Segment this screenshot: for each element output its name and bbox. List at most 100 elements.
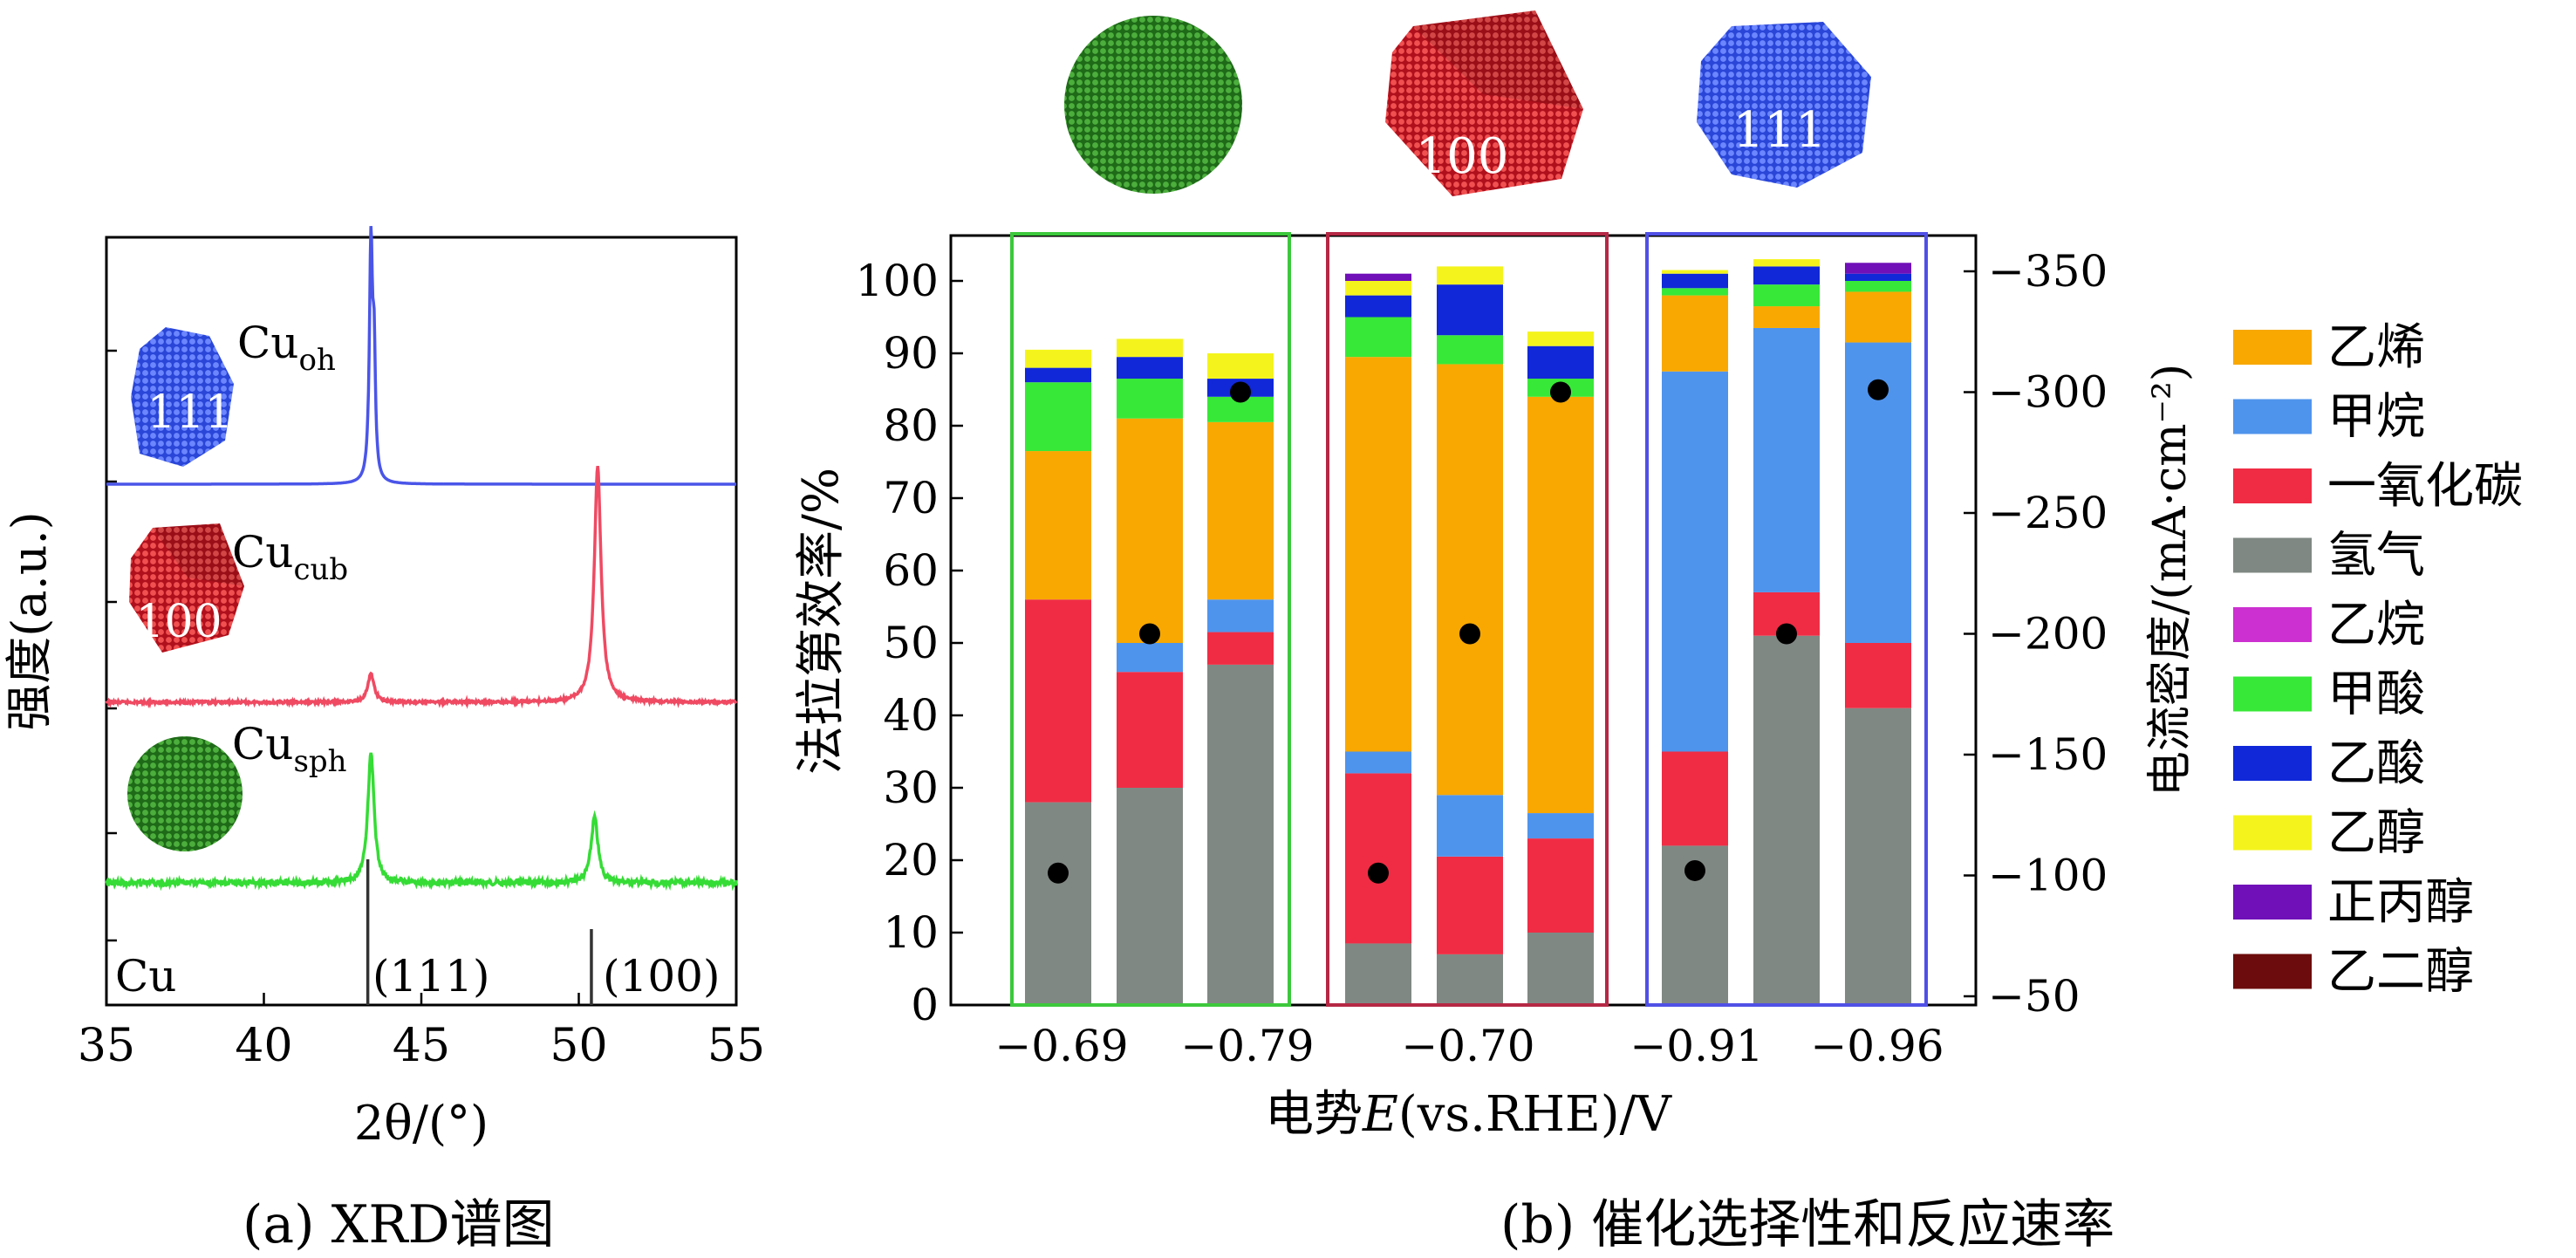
legend-swatch xyxy=(2233,815,2312,851)
current-density-point xyxy=(1048,862,1069,884)
x-tick-label: 40 xyxy=(235,1020,292,1072)
bar-segment-乙烯 xyxy=(1117,418,1183,643)
cube-particle-image: 100 xyxy=(129,523,244,653)
catalysis-panel: 100 111 0 10 20 30 40 50 60 70 80 90 100 −50 −100 −15… xyxy=(793,10,2523,1143)
current-density-point xyxy=(1230,381,1251,403)
legend-label: 甲烷 xyxy=(2327,389,2425,446)
bar-segment-乙醇 xyxy=(1753,259,1820,267)
bar-segment-乙醇 xyxy=(1025,349,1091,368)
bar-segment-甲烷 xyxy=(1117,643,1183,673)
reference-label-111: (111) xyxy=(372,951,489,1002)
bar-segment-乙酸 xyxy=(1025,367,1091,383)
bar-segment-氢气 xyxy=(1845,708,1911,1005)
xrd-x-axis-label: 2θ/(°) xyxy=(354,1096,489,1151)
xrd-reference-lines xyxy=(366,859,593,1005)
bar-segment-乙烯 xyxy=(1845,291,1911,343)
legend-swatch xyxy=(2233,330,2312,365)
bar-segment-甲烷 xyxy=(1437,795,1503,857)
bar-segment-正丙醇 xyxy=(1845,263,1911,274)
current-density-markers xyxy=(1048,379,1889,884)
bar-axes: 0 10 20 30 40 50 60 70 80 90 100 −50 −100 −150 −200 −25… xyxy=(856,234,2108,1071)
bar-segment-甲烷 xyxy=(1662,371,1728,752)
y-tick-label: 30 xyxy=(883,762,939,813)
bar-segment-甲烷 xyxy=(1527,813,1594,839)
bar-segment-乙酸 xyxy=(1527,345,1594,379)
bar-segment-正丙醇 xyxy=(1345,273,1411,281)
bar-segment-一氧化碳 xyxy=(1527,838,1594,933)
group-frame xyxy=(1010,232,1291,1007)
series-label-cu-oh: Cuoh xyxy=(237,318,336,378)
x-tick-label: −0.70 xyxy=(1401,1021,1534,1071)
sphere-particle-top-image xyxy=(1064,16,1242,194)
bar-segment-甲酸 xyxy=(1845,281,1911,292)
legend-label: 乙二醇 xyxy=(2327,944,2474,1001)
xrd-curve-sph xyxy=(105,752,738,892)
reference-label-cu: Cu xyxy=(115,951,176,1002)
bar-segment-乙烯 xyxy=(1662,295,1728,372)
legend-swatch xyxy=(2233,399,2312,434)
legend-swatch xyxy=(2233,885,2312,920)
current-density-point xyxy=(1684,859,1705,881)
x-tick-label: 50 xyxy=(550,1020,607,1072)
y-right-tick-label: −50 xyxy=(1988,971,2081,1022)
legend-swatch xyxy=(2233,676,2312,712)
y-right-tick-label: −300 xyxy=(1988,367,2108,418)
xrd-panel: 35 40 45 50 55 Cuoh Cucub Cusph 111 100 Cu xyxy=(2,226,765,1151)
current-density-point xyxy=(1139,623,1160,645)
legend-swatch xyxy=(2233,537,2312,573)
y-tick-label: 80 xyxy=(883,400,939,451)
current-density-point xyxy=(1868,379,1889,400)
bar-segment-乙酸 xyxy=(1117,357,1183,379)
group-frames xyxy=(1010,232,1928,1007)
legend-label: 甲酸 xyxy=(2327,667,2425,723)
bar-segment-甲烷 xyxy=(1345,751,1411,774)
current-density-point xyxy=(1368,862,1389,884)
octahedron-particle-top-image: 111 xyxy=(1697,22,1871,188)
x-tick-label: 35 xyxy=(78,1020,135,1072)
xrd-y-axis-label: 强度(a.u.) xyxy=(2,511,57,730)
inset-label-111: 111 xyxy=(147,386,233,439)
xrd-curves xyxy=(105,226,738,892)
bar-segment-乙酸 xyxy=(1753,266,1820,285)
bar-segment-一氧化碳 xyxy=(1207,632,1274,665)
bar-segment-一氧化碳 xyxy=(1845,643,1911,708)
bar-segment-乙酸 xyxy=(1345,295,1411,318)
cube-particle-top-image: 100 xyxy=(1385,10,1583,196)
bar-segment-一氧化碳 xyxy=(1025,599,1091,803)
legend-swatch xyxy=(2233,607,2312,642)
bar-segment-甲酸 xyxy=(1117,379,1183,419)
x-tick-label: −0.79 xyxy=(1180,1021,1314,1071)
current-density-point xyxy=(1776,623,1797,645)
bar-segment-乙醇 xyxy=(1207,353,1274,379)
bar-segment-氢气 xyxy=(1025,802,1091,1005)
xrd-x-ticks: 35 40 45 50 55 xyxy=(78,993,765,1072)
y-tick-label: 0 xyxy=(911,980,939,1030)
y-right-tick-label: −150 xyxy=(1988,729,2108,780)
legend-label: 乙烯 xyxy=(2327,319,2425,376)
bar-segment-氢气 xyxy=(1207,664,1274,1005)
bar-segment-一氧化碳 xyxy=(1345,773,1411,944)
bar-right-axis-label: 电流密度/(mA·cm⁻²) xyxy=(2144,364,2197,797)
stacked-bars xyxy=(1025,259,1911,1005)
top-inset-label-111: 111 xyxy=(1733,102,1827,159)
bar-segment-乙酸 xyxy=(1437,284,1503,336)
caption-b: (b) 催化选择性和反应速率 xyxy=(1500,1194,2115,1255)
bar-segment-甲烷 xyxy=(1207,599,1274,632)
bar-segment-甲酸 xyxy=(1662,288,1728,296)
y-tick-label: 50 xyxy=(883,618,939,668)
legend-label: 正丙醇 xyxy=(2327,874,2474,931)
xrd-curve-oh xyxy=(106,226,736,486)
legend-label: 乙醇 xyxy=(2327,805,2425,862)
group-frame xyxy=(1645,232,1928,1007)
bar-segment-乙醇 xyxy=(1662,270,1728,274)
bar-segment-乙烯 xyxy=(1437,364,1503,796)
bar-segment-乙烯 xyxy=(1345,357,1411,752)
xrd-y-ticks xyxy=(106,349,117,942)
bar-segment-甲烷 xyxy=(1753,327,1820,592)
legend-label: 一氧化碳 xyxy=(2327,458,2523,515)
x-tick-label: −0.91 xyxy=(1630,1021,1763,1071)
legend-label: 乙酸 xyxy=(2327,735,2425,792)
group-frame xyxy=(1326,232,1609,1007)
y-tick-label: 10 xyxy=(883,907,939,958)
bar-x-axis-label: 电势E(vs.RHE)/V xyxy=(1265,1086,1673,1143)
